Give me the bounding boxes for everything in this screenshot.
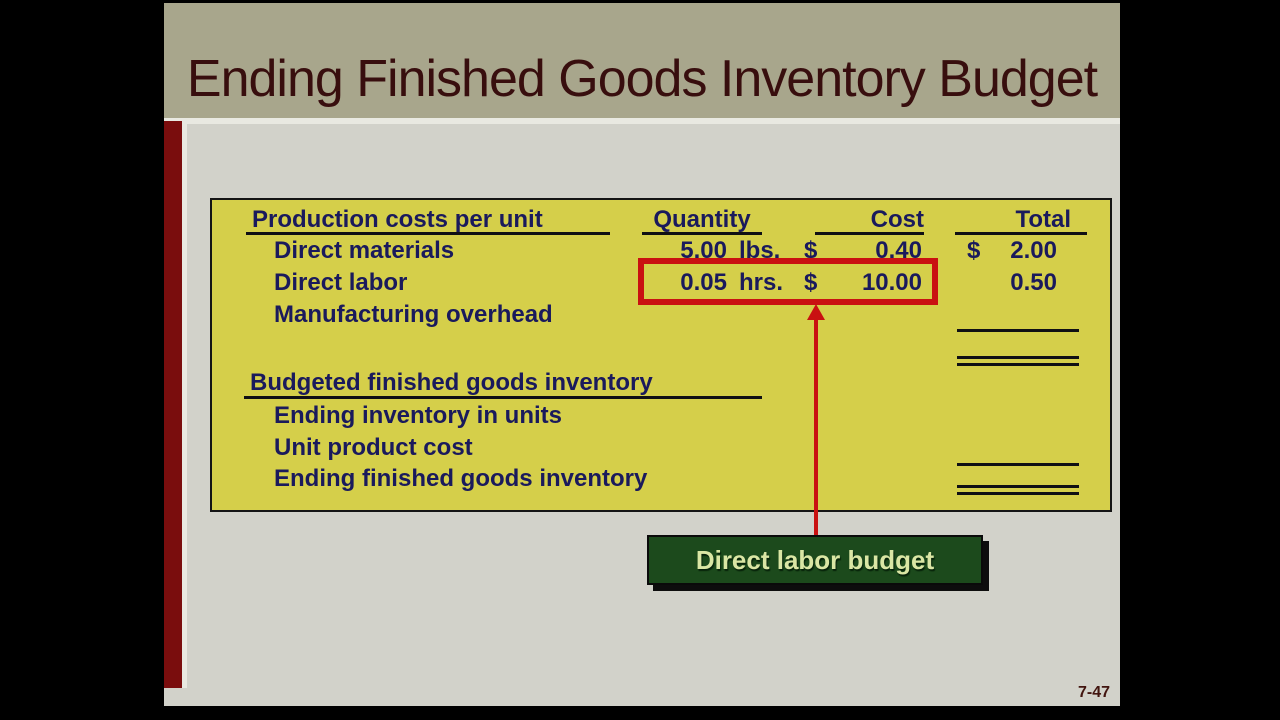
header-underline-quantity <box>642 232 762 235</box>
row-total-value: 0.50 <box>1010 269 1057 296</box>
column-header-quantity: Quantity <box>653 206 751 233</box>
total-double-line <box>957 356 1079 366</box>
row-total-value: 2.00 <box>1010 237 1057 264</box>
row-cost-currency: $ <box>804 269 818 296</box>
page-title: Ending Finished Goods Inventory Budget <box>186 50 1098 108</box>
callout-direct-labor-budget: Direct labor budget <box>647 535 983 585</box>
column-header-cost: Cost <box>870 206 924 233</box>
row-label: Ending finished goods inventory <box>274 465 648 492</box>
arrow-line <box>814 318 818 535</box>
row-total-currency: $ <box>967 237 981 264</box>
title-band-bevel <box>164 118 1120 124</box>
row-cost-currency: $ <box>804 237 818 264</box>
header-underline-total <box>955 232 1087 235</box>
column-header-total: Total <box>1015 206 1071 233</box>
header-underline-cost <box>815 232 924 235</box>
section-header: Budgeted finished goods inventory <box>250 369 653 396</box>
title-band <box>164 3 1120 118</box>
page-number: 7-47 <box>1077 684 1110 701</box>
total-subtotal-line <box>957 463 1079 466</box>
row-unit: hrs. <box>739 269 784 296</box>
column-header-label: Production costs per unit <box>252 206 543 233</box>
callout-label: Direct labor budget <box>695 545 935 575</box>
row-label: Unit product cost <box>274 434 473 461</box>
total-subtotal-line <box>957 329 1079 332</box>
arrow-up-icon <box>807 304 825 320</box>
section-header-underline <box>244 396 762 399</box>
row-total: $2.00 <box>967 236 1057 266</box>
total-double-line <box>957 485 1079 495</box>
row-label: Direct materials <box>274 237 455 264</box>
row-total: 0.50 <box>967 268 1057 298</box>
slide: Ending Finished Goods Inventory Budget P… <box>164 3 1120 706</box>
budget-table: Production costs per unit Quantity Cost … <box>210 198 1112 512</box>
row-label: Direct labor <box>274 269 408 296</box>
accent-stripe <box>164 121 182 688</box>
row-cost: $10.00 <box>804 268 922 298</box>
row-cost-value: 10.00 <box>861 269 922 296</box>
row-label: Manufacturing overhead <box>274 301 553 328</box>
header-underline-label <box>246 232 610 235</box>
highlight-box-direct-labor <box>638 258 938 305</box>
row-quantity: 0.05 <box>680 269 727 296</box>
accent-stripe-bevel <box>182 121 187 688</box>
row-label: Ending inventory in units <box>274 402 562 429</box>
